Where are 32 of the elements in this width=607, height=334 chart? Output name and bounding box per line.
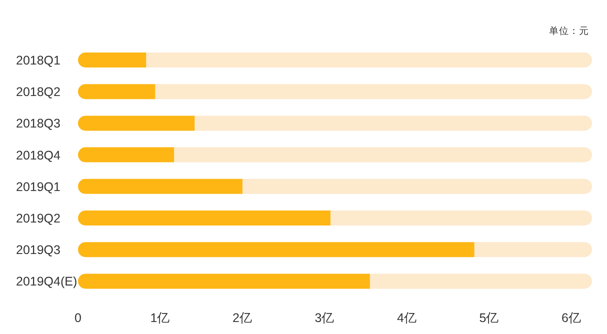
y-tick-label: 2019Q1: [16, 180, 61, 194]
bar: [330, 210, 592, 226]
x-tick-label: 6亿: [561, 311, 582, 325]
bar: [78, 147, 174, 162]
bar: [146, 52, 592, 68]
bar: [370, 274, 592, 289]
bar: [242, 178, 592, 194]
bar: [474, 242, 592, 258]
x-tick-label: 1亿: [150, 311, 170, 325]
bar: [174, 147, 592, 162]
y-tick-label: 2019Q4(E): [16, 274, 78, 289]
y-tick-label: 2019Q2: [16, 212, 61, 226]
bar: [194, 116, 592, 131]
bar: [78, 52, 146, 68]
bar: [78, 84, 156, 100]
y-tick-label: 2018Q1: [16, 54, 61, 68]
bar: [78, 274, 370, 289]
bar: [78, 242, 474, 258]
bar: [78, 210, 330, 226]
bar: [78, 178, 242, 194]
y-tick-label: 2018Q4: [16, 148, 61, 162]
x-tick-label: 5亿: [479, 311, 500, 325]
text: 单位：元: [549, 25, 589, 37]
x-tick-label: 0: [74, 311, 82, 325]
x-tick-label: 4亿: [396, 311, 417, 325]
y-tick-label: 2018Q3: [16, 116, 61, 131]
x-tick-label: 3亿: [314, 311, 335, 325]
x-tick-label: 2亿: [232, 311, 252, 325]
bar: [78, 116, 195, 131]
bar: [155, 84, 592, 100]
y-tick-label: 2018Q2: [16, 85, 61, 100]
y-tick-label: 2019Q3: [16, 243, 61, 258]
